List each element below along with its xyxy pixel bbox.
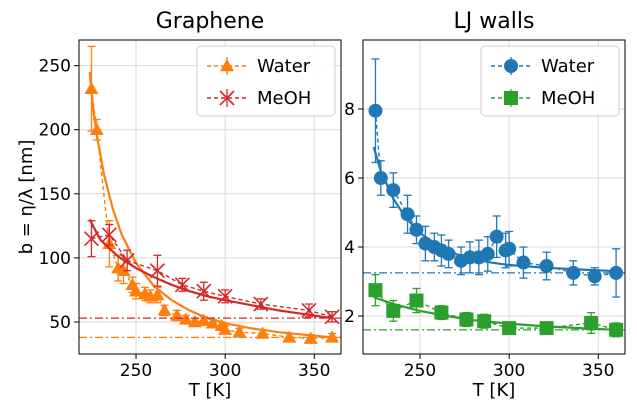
data-point [587, 269, 602, 284]
data-point [255, 326, 270, 339]
data-point [89, 122, 104, 135]
legend-label: Water [541, 56, 595, 77]
legend-marker [504, 59, 518, 73]
y-tick-label: 150 [39, 185, 71, 205]
y-axis-label: b = η/λ [nm] [16, 140, 37, 255]
data-point [434, 305, 449, 320]
data-point [539, 259, 554, 274]
data-point [101, 227, 117, 243]
legend-marker [219, 90, 235, 106]
series-line [374, 289, 617, 331]
data-point [477, 314, 492, 329]
y-tick-label: 50 [49, 313, 71, 333]
data-point [119, 252, 135, 269]
legend-marker [504, 91, 518, 105]
series-line [374, 110, 617, 278]
data-point [174, 277, 190, 293]
y-tick-label: 4 [344, 238, 355, 258]
x-axis-label: T [K] [188, 380, 232, 401]
legend-marker [220, 59, 234, 72]
chart-title: LJ walls [454, 9, 535, 34]
data-point [282, 330, 297, 343]
data-point [373, 171, 388, 186]
plot-content [363, 58, 625, 338]
data-point [303, 331, 318, 344]
legend-label: MeOH [257, 88, 311, 109]
data-point [584, 315, 599, 330]
data-point [217, 288, 233, 304]
y-tick-label: 6 [344, 169, 355, 189]
legend: Water MeOH [196, 45, 336, 117]
data-point [459, 312, 474, 327]
data-point [149, 263, 165, 279]
plot-area: 250 300 350 2 4 6 8 Water MeOH [344, 39, 626, 381]
y-tick-label: 200 [39, 121, 71, 141]
data-point [324, 309, 340, 325]
x-tick-label: 250 [404, 361, 436, 381]
data-point [609, 265, 624, 280]
panel-graphene: Graphene 250 300 350 50 100 150 200 250 Water MeO… [16, 9, 342, 401]
x-tick-label: 350 [582, 361, 614, 381]
axes-frame [362, 39, 626, 355]
x-tick-label: 250 [120, 361, 152, 381]
y-tick-label: 8 [344, 100, 355, 120]
data-point [609, 322, 624, 337]
data-point [368, 103, 383, 118]
data-point [502, 321, 517, 336]
data-point [196, 283, 212, 299]
data-point [84, 81, 99, 94]
data-point [232, 325, 247, 338]
fit-curve [88, 71, 333, 339]
data-point [566, 265, 581, 280]
data-point [409, 222, 424, 237]
data-point [539, 321, 554, 336]
y-tick-label: 2 [344, 307, 355, 327]
data-point [409, 293, 424, 308]
data-point [386, 303, 401, 318]
data-point [253, 296, 269, 312]
data-point [170, 308, 185, 321]
data-point [129, 284, 144, 297]
data-point [489, 229, 504, 244]
legend-label: Water [257, 56, 311, 77]
data-point [157, 303, 172, 316]
data-point [516, 255, 531, 270]
data-point [386, 183, 401, 198]
legend: Water MeOH [480, 45, 620, 117]
plot-area: 250 300 350 50 100 150 200 250 Water MeOH [39, 39, 342, 381]
data-point [150, 288, 165, 301]
plot-content [79, 45, 341, 344]
data-point [502, 241, 517, 256]
data-point [116, 263, 131, 276]
x-axis-label: T [K] [472, 380, 516, 401]
data-point [301, 302, 317, 318]
panel-lj-walls: LJ walls 250 300 350 2 4 6 8 Water MeOH T [K] [344, 9, 626, 401]
chart-title: Graphene [156, 9, 265, 34]
legend-label: MeOH [541, 88, 595, 109]
axes-frame [78, 39, 342, 355]
data-point [83, 231, 100, 247]
data-point [218, 322, 233, 335]
data-point [205, 316, 220, 329]
data-point [400, 207, 415, 222]
y-tick-label: 100 [39, 249, 71, 269]
data-point [480, 246, 495, 261]
series-line [91, 234, 333, 318]
y-tick-label: 250 [39, 57, 71, 77]
x-tick-label: 300 [209, 361, 241, 381]
data-point [441, 246, 456, 261]
data-point [368, 283, 383, 298]
data-point [178, 312, 193, 325]
x-tick-label: 350 [298, 361, 330, 381]
x-tick-label: 300 [493, 361, 525, 381]
series-line [90, 88, 333, 340]
data-point [325, 330, 340, 343]
data-point [196, 313, 211, 326]
